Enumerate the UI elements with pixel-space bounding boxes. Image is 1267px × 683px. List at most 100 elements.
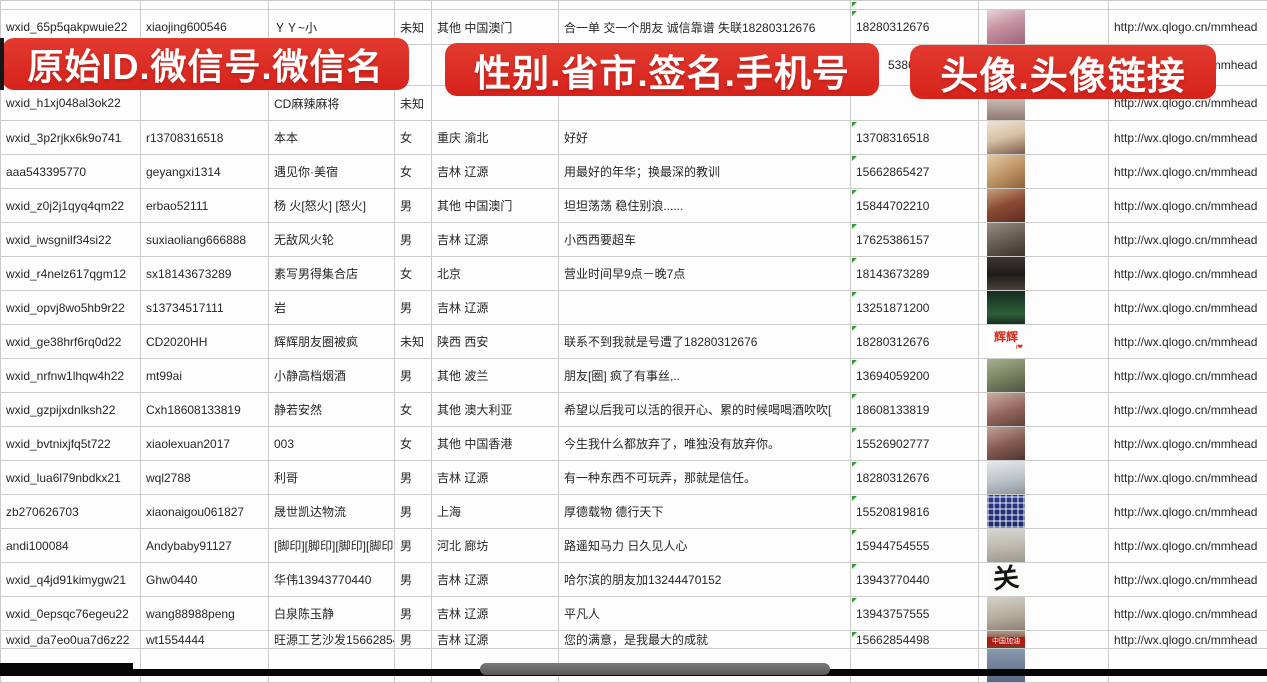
cell-avatar-link[interactable]: http://wx.qlogo.cn/mmhead (1109, 529, 1267, 563)
avatar-image[interactable] (987, 649, 1025, 683)
cell-phone[interactable]: 13694059200 (851, 359, 979, 393)
cell-wechat-id[interactable]: s13734517111 (141, 291, 269, 325)
cell-wechat-name[interactable]: CD麻辣麻将 (269, 86, 395, 121)
cell-gender[interactable]: 男 (395, 359, 432, 393)
cell-region[interactable]: 其他 澳大利亚 (432, 393, 559, 427)
cell-gender[interactable]: 女 (395, 155, 432, 189)
avatar-image[interactable] (987, 427, 1025, 461)
cell-gender[interactable]: 未知 (395, 325, 432, 359)
cell-original-id[interactable]: wxid_ge38hrf6rq0d22 (1, 325, 141, 359)
cell-wechat-name[interactable]: 辉辉朋友圈被疯 (269, 325, 395, 359)
cell-phone[interactable]: 18143673289 (851, 257, 979, 291)
cell-region[interactable]: 其他 中国澳门 (432, 10, 559, 45)
cell-original-id[interactable]: wxid_da7eo0ua7d6z22 (1, 631, 141, 649)
cell-region[interactable] (432, 1, 559, 10)
cell-region[interactable]: 河北 廊坊 (432, 529, 559, 563)
cell-phone[interactable]: 15526902777 (851, 427, 979, 461)
avatar-image[interactable] (987, 461, 1025, 495)
cell-original-id[interactable]: wxid_lua6l79nbdkx21 (1, 461, 141, 495)
cell-phone[interactable]: 18280312676 (851, 10, 979, 45)
cell-avatar-link[interactable]: http://wx.qlogo.cn/mmhead (1109, 427, 1267, 461)
cell-region[interactable]: 吉林 辽源 (432, 631, 559, 649)
cell-gender[interactable]: 男 (395, 495, 432, 529)
cell-wechat-id[interactable]: wang88988peng (141, 597, 269, 631)
cell-gender[interactable]: 男 (395, 529, 432, 563)
cell-region[interactable]: 其他 中国香港 (432, 427, 559, 461)
cell-avatar[interactable] (979, 257, 1109, 291)
cell-wechat-id[interactable] (141, 86, 269, 121)
cell-wechat-id[interactable] (141, 1, 269, 10)
cell-wechat-name[interactable]: 岩 (269, 291, 395, 325)
cell-wechat-name[interactable] (269, 649, 395, 683)
cell-gender[interactable]: 男 (395, 461, 432, 495)
cell-gender[interactable]: 男 (395, 597, 432, 631)
cell-signature[interactable]: 合一单 交一个朋友 诚信靠谱 失联18280312676 (559, 10, 851, 45)
avatar-image[interactable] (987, 10, 1025, 45)
cell-wechat-name[interactable]: 003 (269, 427, 395, 461)
cell-gender[interactable]: 女 (395, 427, 432, 461)
cell-gender[interactable]: 女 (395, 257, 432, 291)
cell-original-id[interactable]: wxid_z0j2j1qyq4qm22 (1, 189, 141, 223)
cell-signature[interactable] (559, 1, 851, 10)
cell-wechat-name[interactable]: 本本 (269, 121, 395, 155)
cell-signature[interactable]: 联系不到我就是号遭了18280312676 (559, 325, 851, 359)
cell-wechat-name[interactable]: 白泉陈玉静 (269, 597, 395, 631)
cell-avatar-link[interactable] (1109, 1, 1267, 10)
cell-avatar-link[interactable] (1109, 649, 1267, 683)
avatar-image[interactable] (987, 223, 1025, 257)
cell-avatar-link[interactable]: http://wx.qlogo.cn/mmhead (1109, 291, 1267, 325)
cell-avatar[interactable]: 中国加油 (979, 631, 1109, 649)
cell-avatar-link[interactable]: http://wx.qlogo.cn/mmhead (1109, 563, 1267, 597)
cell-signature[interactable]: 厚德载物 德行天下 (559, 495, 851, 529)
cell-signature[interactable]: 好好 (559, 121, 851, 155)
cell-wechat-id[interactable]: xiaonaigou061827 (141, 495, 269, 529)
cell-original-id[interactable]: wxid_opvj8wo5hb9r22 (1, 291, 141, 325)
cell-wechat-id[interactable]: r13708316518 (141, 121, 269, 155)
cell-avatar[interactable] (979, 1, 1109, 10)
cell-gender[interactable]: 未知 (395, 86, 432, 121)
cell-wechat-name[interactable]: 静若安然 (269, 393, 395, 427)
cell-wechat-id[interactable]: Andybaby91127 (141, 529, 269, 563)
cell-wechat-id[interactable]: mt99ai (141, 359, 269, 393)
cell-phone[interactable] (851, 1, 979, 10)
cell-phone[interactable]: 15844702210 (851, 189, 979, 223)
cell-avatar-link[interactable]: http://wx.qlogo.cn/mmhead (1109, 597, 1267, 631)
cell-wechat-name[interactable]: [脚印][脚印][脚印][脚印 (269, 529, 395, 563)
avatar-image[interactable]: 中国加油 (987, 631, 1025, 649)
cell-original-id[interactable]: wxid_q4jd91kimygw21 (1, 563, 141, 597)
cell-signature[interactable]: 路遥知马力 日久见人心 (559, 529, 851, 563)
avatar-image[interactable] (987, 155, 1025, 189)
cell-phone[interactable]: 15662854498 (851, 631, 979, 649)
cell-signature[interactable]: 小西西要超车 (559, 223, 851, 257)
cell-phone[interactable]: 13251871200 (851, 291, 979, 325)
avatar-image[interactable]: 关 (987, 563, 1025, 597)
cell-original-id[interactable] (1, 1, 141, 10)
cell-original-id[interactable]: wxid_nrfnw1lhqw4h22 (1, 359, 141, 393)
cell-original-id[interactable]: wxid_iwsgnilf34si22 (1, 223, 141, 257)
cell-avatar[interactable] (979, 597, 1109, 631)
cell-region[interactable]: 北京 (432, 257, 559, 291)
cell-original-id[interactable]: wxid_h1xj048al3ok22 (1, 86, 141, 121)
cell-region[interactable]: 其他 波兰 (432, 359, 559, 393)
cell-avatar[interactable] (979, 529, 1109, 563)
cell-phone[interactable]: 15520819816 (851, 495, 979, 529)
cell-gender[interactable]: 男 (395, 563, 432, 597)
avatar-image[interactable] (987, 359, 1025, 393)
cell-avatar[interactable] (979, 427, 1109, 461)
avatar-image[interactable] (987, 495, 1025, 529)
cell-wechat-id[interactable]: Cxh18608133819 (141, 393, 269, 427)
cell-avatar-link[interactable]: http://wx.qlogo.cn/mmhead (1109, 325, 1267, 359)
cell-signature[interactable]: 有一种东西不可玩弄，那就是信任。 (559, 461, 851, 495)
cell-wechat-id[interactable]: Ghw0440 (141, 563, 269, 597)
cell-phone[interactable]: 15944754555 (851, 529, 979, 563)
cell-phone[interactable]: 17625386157 (851, 223, 979, 257)
cell-avatar[interactable] (979, 223, 1109, 257)
cell-wechat-name[interactable]: 晟世凯达物流 (269, 495, 395, 529)
cell-avatar-link[interactable]: http://wx.qlogo.cn/mmhead (1109, 495, 1267, 529)
cell-avatar-link[interactable]: http://wx.qlogo.cn/mmhead (1109, 393, 1267, 427)
cell-gender[interactable]: 男 (395, 631, 432, 649)
cell-avatar[interactable] (979, 189, 1109, 223)
cell-gender[interactable]: 女 (395, 121, 432, 155)
